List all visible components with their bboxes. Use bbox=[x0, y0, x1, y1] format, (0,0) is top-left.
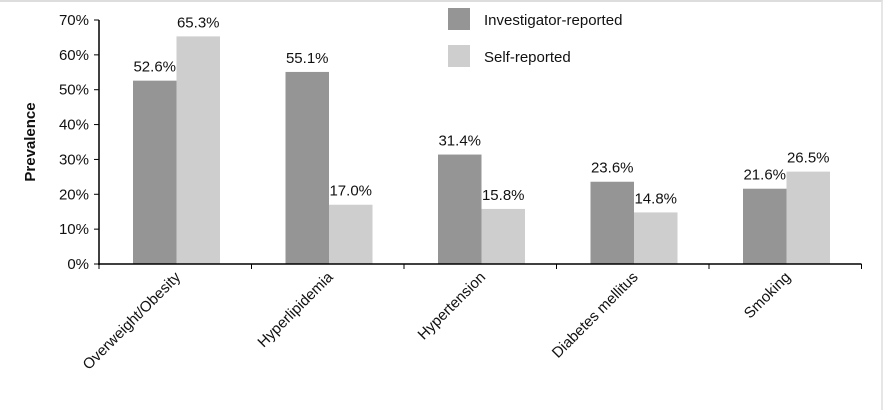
bar-self bbox=[481, 208, 525, 264]
bar-investigator bbox=[743, 188, 787, 264]
bar-investigator bbox=[133, 80, 177, 264]
data-label: 14.8% bbox=[634, 190, 677, 207]
bar-investigator bbox=[285, 71, 329, 265]
bar-self bbox=[786, 171, 830, 264]
y-tick-label: 10% bbox=[59, 221, 89, 238]
data-label: 23.6% bbox=[591, 160, 634, 177]
bar-investigator bbox=[590, 181, 634, 264]
bar-self bbox=[634, 212, 678, 264]
data-label: 55.1% bbox=[286, 50, 329, 67]
data-label: 65.3% bbox=[177, 14, 220, 31]
data-label: 21.6% bbox=[743, 167, 786, 184]
bar-investigator bbox=[438, 154, 482, 264]
x-tick-label: Hypertension bbox=[415, 269, 490, 344]
legend-label: Self-reported bbox=[484, 49, 571, 66]
legend-swatch bbox=[448, 45, 470, 67]
y-tick-label: 0% bbox=[67, 256, 89, 273]
y-axis-label: Prevalence bbox=[22, 102, 39, 181]
y-tick-label: 50% bbox=[59, 82, 89, 99]
y-tick-label: 70% bbox=[59, 12, 89, 29]
legend-label: Investigator-reported bbox=[484, 12, 622, 29]
y-tick-label: 40% bbox=[59, 117, 89, 134]
bar-self bbox=[176, 36, 220, 264]
data-label: 52.6% bbox=[133, 59, 176, 76]
x-tick-label: Overweight/Obesity bbox=[80, 268, 185, 373]
data-label: 26.5% bbox=[787, 150, 830, 167]
legend-swatch bbox=[448, 8, 470, 30]
data-label: 15.8% bbox=[482, 187, 525, 204]
x-tick-label: Diabetes mellitus bbox=[549, 269, 642, 362]
data-label: 17.0% bbox=[329, 183, 372, 200]
x-tick-label: Smoking bbox=[741, 269, 794, 322]
y-tick-label: 20% bbox=[59, 186, 89, 203]
x-tick-label: Hyperlipidemia bbox=[254, 268, 337, 351]
y-tick-label: 30% bbox=[59, 151, 89, 168]
bar-self bbox=[329, 204, 373, 264]
data-label: 31.4% bbox=[438, 133, 481, 150]
y-tick-label: 60% bbox=[59, 47, 89, 64]
